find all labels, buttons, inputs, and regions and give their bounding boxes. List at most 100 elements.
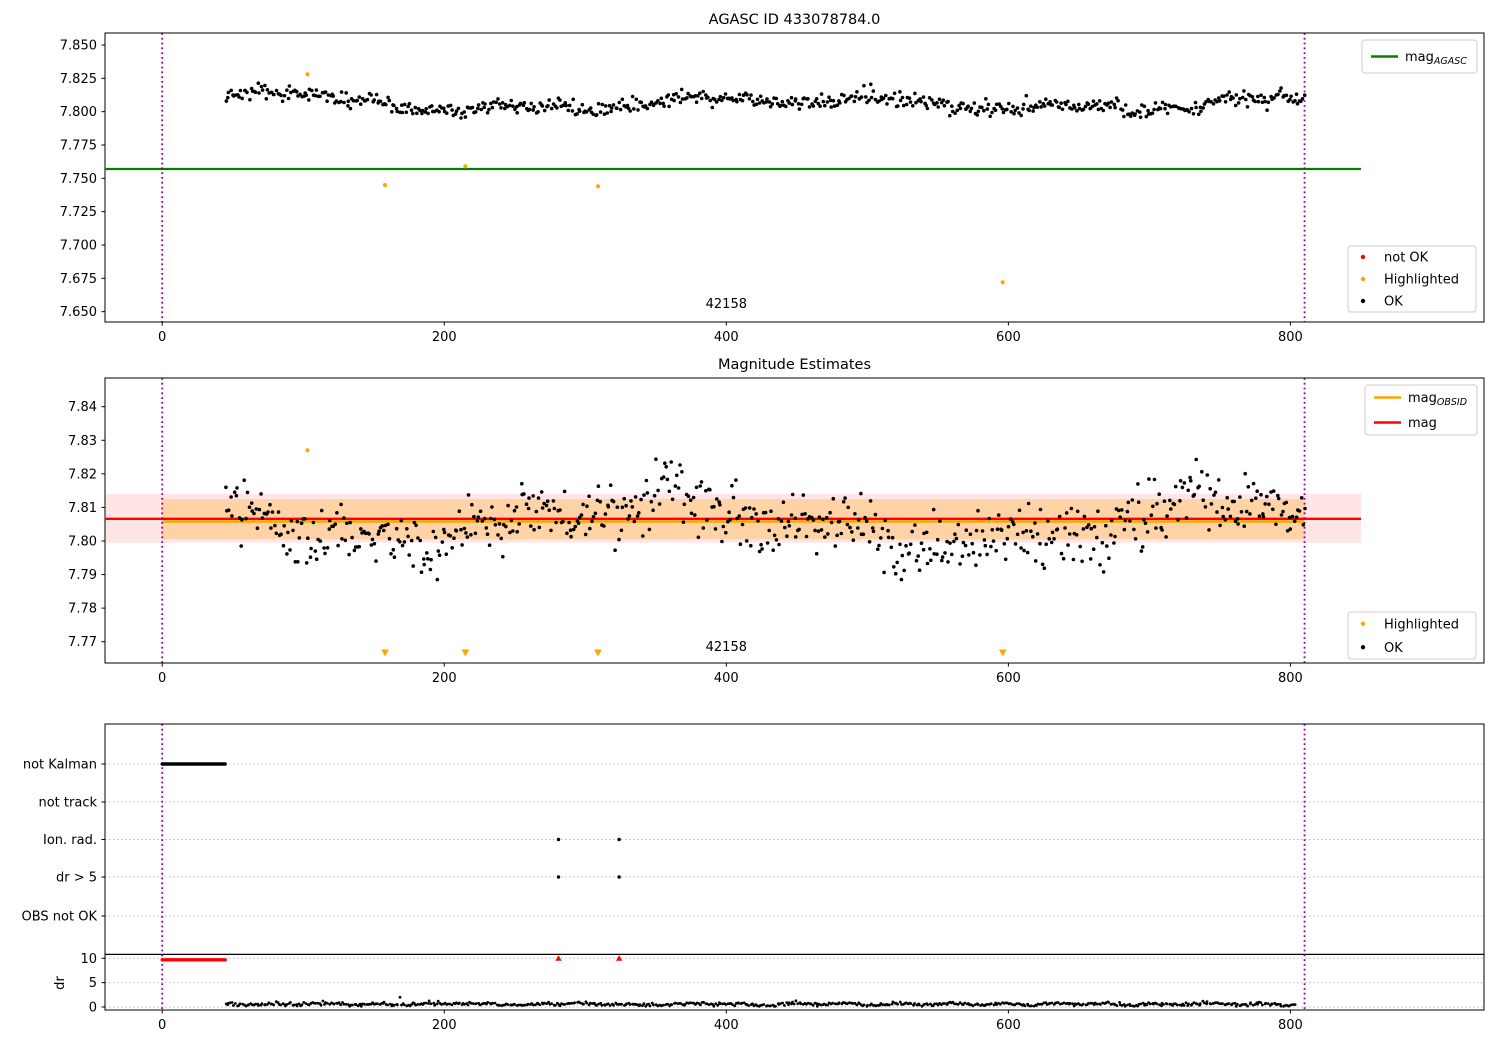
data-point — [816, 529, 821, 533]
data-point — [464, 531, 468, 535]
data-point — [377, 529, 381, 533]
data-point — [913, 523, 917, 527]
data-point — [1187, 1002, 1190, 1006]
data-point — [603, 512, 608, 516]
data-point — [482, 105, 487, 110]
data-point — [907, 551, 911, 555]
data-point — [656, 488, 660, 493]
data-point — [226, 90, 231, 95]
data-point — [764, 100, 769, 104]
data-point — [1091, 547, 1096, 551]
data-point — [1022, 548, 1026, 553]
data-point — [295, 90, 299, 94]
data-point — [802, 96, 806, 100]
data-point — [234, 493, 239, 498]
data-point — [1244, 97, 1248, 102]
data-point — [254, 507, 259, 511]
legend-dot-swatch — [1360, 645, 1366, 650]
data-point — [1266, 100, 1271, 105]
data-point — [539, 490, 544, 494]
data-point — [1128, 519, 1132, 523]
data-point — [363, 531, 368, 536]
data-point — [325, 99, 329, 103]
data-point — [1249, 498, 1254, 503]
data-point — [867, 540, 872, 544]
data-point — [850, 530, 854, 534]
data-point — [727, 510, 731, 514]
data-point — [1162, 1003, 1165, 1006]
data-point — [1038, 1002, 1042, 1006]
data-point — [279, 93, 283, 98]
data-point — [253, 90, 258, 95]
data-point — [462, 110, 467, 114]
data-point — [345, 521, 349, 526]
data-point — [737, 1001, 740, 1005]
data-point — [637, 511, 641, 515]
data-point — [343, 538, 348, 543]
data-point — [387, 98, 392, 103]
data-point — [790, 102, 795, 107]
data-point — [943, 1002, 947, 1005]
panel2-highlighted-points — [305, 448, 310, 453]
data-point — [1248, 512, 1252, 516]
data-point — [279, 532, 283, 537]
data-point — [1158, 106, 1163, 111]
data-point — [747, 97, 752, 101]
data-point — [422, 562, 427, 567]
data-point — [297, 536, 302, 540]
data-point — [958, 562, 962, 566]
data-point — [768, 104, 773, 109]
data-point — [511, 104, 515, 108]
data-point — [686, 494, 691, 499]
data-point — [492, 517, 497, 522]
data-point — [339, 1003, 342, 1007]
flag-category-label: not Kalman — [23, 758, 97, 773]
data-point — [1090, 104, 1095, 109]
data-point — [1077, 106, 1082, 111]
data-point — [689, 94, 693, 99]
data-point — [806, 97, 810, 101]
data-point — [1261, 512, 1265, 516]
data-point — [833, 544, 838, 548]
data-point — [896, 104, 900, 108]
data-point — [617, 537, 621, 542]
data-point — [1038, 100, 1042, 104]
data-point — [606, 504, 611, 509]
data-point — [1240, 95, 1245, 100]
data-point — [286, 530, 290, 535]
data-point — [1216, 478, 1221, 482]
data-point — [717, 97, 721, 102]
data-point — [976, 109, 981, 114]
data-point — [595, 498, 600, 503]
data-point — [1278, 89, 1282, 93]
data-point — [991, 539, 996, 543]
data-point — [386, 1003, 389, 1007]
data-point — [819, 1003, 823, 1007]
data-point — [442, 530, 447, 535]
data-point — [285, 88, 289, 92]
data-point — [350, 535, 354, 540]
data-point — [765, 541, 770, 545]
data-point — [676, 95, 681, 99]
data-point — [1139, 1002, 1142, 1006]
data-point — [841, 499, 846, 504]
data-point — [608, 483, 613, 488]
data-point — [452, 536, 456, 540]
data-point — [681, 520, 686, 524]
data-point — [591, 515, 596, 519]
data-point — [698, 91, 702, 95]
data-point — [392, 103, 396, 108]
data-point — [1055, 527, 1060, 531]
data-point — [1130, 111, 1135, 115]
data-point — [657, 502, 662, 506]
data-point — [527, 496, 531, 500]
data-point — [791, 1000, 794, 1004]
data-point — [731, 1003, 734, 1006]
data-point — [400, 543, 405, 548]
data-point — [1025, 550, 1030, 555]
data-point — [453, 112, 458, 116]
data-point — [440, 540, 445, 544]
data-point — [1208, 486, 1212, 491]
data-point — [427, 999, 431, 1003]
